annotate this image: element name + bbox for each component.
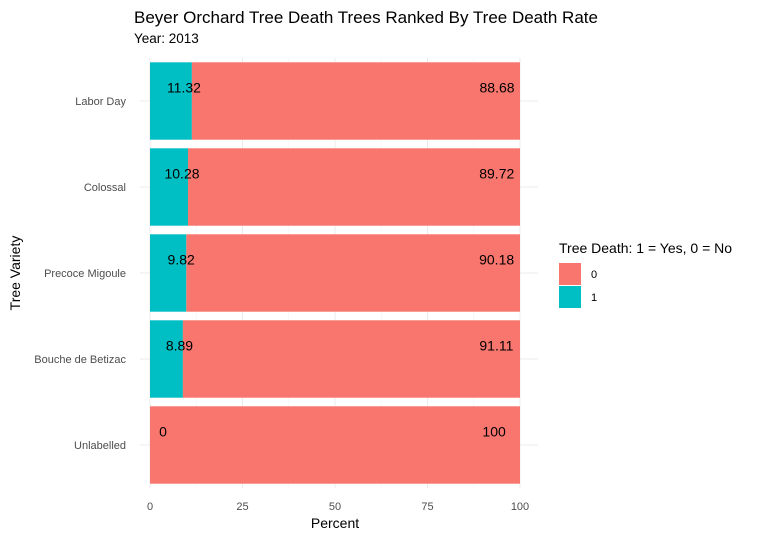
- x-tick-label: 0: [147, 501, 153, 513]
- data-label-death-yes: 0: [159, 423, 167, 439]
- y-tick-label: Labor Day: [75, 96, 126, 108]
- legend-title: Tree Death: 1 = Yes, 0 = No: [559, 240, 732, 256]
- data-label-death-no: 100: [482, 423, 506, 439]
- y-tick-label: Precoce Migoule: [44, 268, 126, 280]
- y-axis-title: Tree Variety: [7, 236, 23, 311]
- y-tick-label: Unlabelled: [74, 440, 126, 452]
- data-label-death-no: 90.18: [479, 251, 514, 267]
- bar-segment-death-no: [182, 320, 520, 398]
- bar-segment-death-yes: [150, 148, 189, 226]
- y-tick-label: Colossal: [84, 182, 126, 194]
- legend-label: 0: [591, 269, 597, 281]
- chart-title: Beyer Orchard Tree Death Trees Ranked By…: [134, 8, 598, 27]
- legend: Tree Death: 1 = Yes, 0 = No 0 1: [559, 240, 732, 308]
- x-tick-label: 100: [511, 501, 529, 513]
- data-label-death-yes: 11.32: [167, 79, 201, 95]
- y-tick-label: Bouche de Betizac: [34, 354, 126, 366]
- bars-group: [150, 62, 521, 484]
- bar-segment-death-no: [191, 62, 520, 140]
- bar-segment-death-no: [186, 234, 521, 312]
- data-label-death-yes: 9.82: [168, 251, 195, 267]
- bar-segment-death-yes: [150, 62, 192, 140]
- legend-swatch: [559, 286, 581, 308]
- data-label-death-no: 89.72: [479, 165, 514, 181]
- y-tick-labels: Labor Day Colossal Precoce Migoule Bouche d…: [34, 96, 126, 452]
- bar-segment-death-no: [150, 406, 520, 484]
- data-label-death-no: 91.11: [479, 337, 513, 353]
- data-label-death-no: 88.68: [480, 79, 515, 95]
- x-tick-label: 75: [421, 501, 433, 513]
- data-label-death-yes: 10.28: [164, 165, 199, 181]
- bar-segment-death-yes: [150, 234, 187, 312]
- x-axis-title: Percent: [311, 515, 359, 531]
- x-tick-label: 50: [329, 501, 341, 513]
- data-labels-group: 11.32 88.68 10.28 89.72 9.82 90.18 8.89 91.11 0 1…: [159, 79, 515, 439]
- legend-label: 1: [591, 292, 597, 304]
- x-tick-label: 25: [236, 501, 248, 513]
- bar-segment-death-yes: [150, 320, 183, 398]
- bar-segment-death-no: [188, 148, 520, 226]
- x-tick-labels: 0 25 50 75 100: [147, 501, 529, 513]
- data-label-death-yes: 8.89: [166, 337, 193, 353]
- legend-swatch: [559, 263, 581, 285]
- chart-subtitle: Year: 2013: [134, 31, 199, 46]
